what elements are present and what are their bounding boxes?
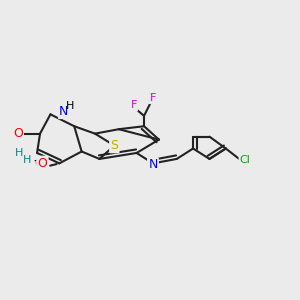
Text: O: O <box>13 127 23 140</box>
Text: N: N <box>59 105 68 118</box>
Text: Cl: Cl <box>240 155 250 165</box>
Text: H: H <box>66 101 74 111</box>
Text: F: F <box>130 100 137 110</box>
Text: S: S <box>110 139 118 152</box>
Text: -: - <box>33 155 38 169</box>
Text: H: H <box>22 155 31 165</box>
Text: N: N <box>148 158 158 171</box>
Text: H: H <box>15 148 23 158</box>
Text: O: O <box>35 158 44 168</box>
Text: F: F <box>150 93 156 103</box>
Text: O: O <box>38 157 47 170</box>
